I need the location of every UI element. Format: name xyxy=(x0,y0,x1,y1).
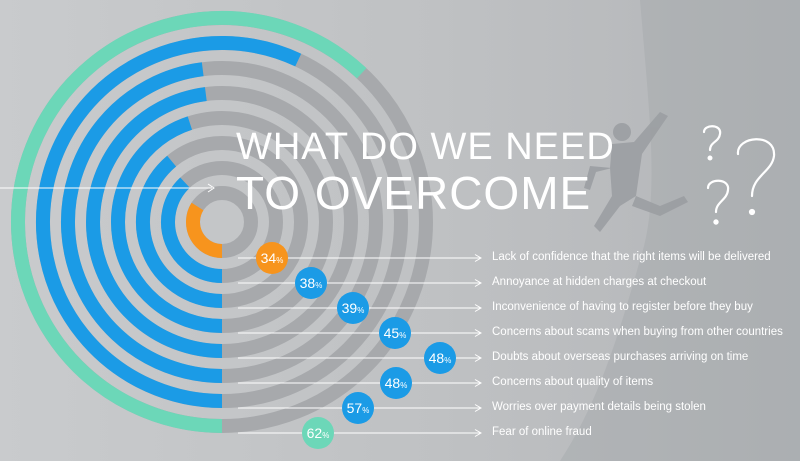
climber-decoration xyxy=(560,0,800,461)
value-label: 62% xyxy=(307,425,330,441)
value-arc xyxy=(86,87,223,358)
value-bubble xyxy=(295,267,327,299)
value-label: 57% xyxy=(347,400,370,416)
page-title: WHAT DO WE NEED TO OVERCOME xyxy=(236,128,615,216)
value-label: 45% xyxy=(384,325,407,341)
value-label: 38% xyxy=(300,275,323,291)
value-arc xyxy=(136,155,223,308)
question-marks-icon xyxy=(702,125,776,225)
leader-arrowhead xyxy=(474,279,482,287)
value-bubble xyxy=(337,292,369,324)
value-arc xyxy=(36,36,302,408)
value-unit: % xyxy=(322,431,329,440)
value-label: 48% xyxy=(429,350,452,366)
category-label: Concerns about scams when buying from ot… xyxy=(492,326,783,338)
cliff-silhouette xyxy=(560,0,800,461)
category-label: Annoyance at hidden charges at checkout xyxy=(492,276,707,288)
leader-arrowhead xyxy=(474,379,482,387)
value-bubble xyxy=(379,317,411,349)
value-bubble xyxy=(424,342,456,374)
climber-silhouette xyxy=(584,112,688,232)
category-label: Worries over payment details being stole… xyxy=(492,401,706,413)
leader-arrowhead xyxy=(474,404,482,412)
value-bubble xyxy=(256,242,288,274)
value-label: 48% xyxy=(385,375,408,391)
value-label: 34% xyxy=(261,250,284,266)
title-line-2: TO OVERCOME xyxy=(236,167,592,219)
leader-arrowhead xyxy=(474,304,482,312)
leader-arrowhead xyxy=(474,329,482,337)
value-arc xyxy=(111,116,223,333)
value-arc xyxy=(161,177,223,283)
value-arc xyxy=(11,11,367,433)
value-unit: % xyxy=(362,406,369,415)
value-label: 39% xyxy=(342,300,365,316)
value-bubble xyxy=(302,417,334,449)
category-label: Fear of online fraud xyxy=(492,426,592,438)
value-unit: % xyxy=(357,306,364,315)
value-bubble xyxy=(380,367,412,399)
value-unit: % xyxy=(400,381,407,390)
category-label: Inconvenience of having to register befo… xyxy=(492,301,753,313)
value-bubble xyxy=(342,392,374,424)
value-unit: % xyxy=(315,281,322,290)
value-unit: % xyxy=(276,256,283,265)
title-pointer-arrowhead xyxy=(207,183,215,193)
leader-arrowhead xyxy=(474,254,482,262)
leader-arrowhead xyxy=(474,354,482,362)
category-label: Lack of confidence that the right items … xyxy=(492,251,771,263)
leader-arrowhead xyxy=(474,429,482,437)
value-arc xyxy=(61,62,223,383)
category-label: Concerns about quality of items xyxy=(492,376,654,388)
value-unit: % xyxy=(399,331,406,340)
value-unit: % xyxy=(444,356,451,365)
title-line-1: WHAT DO WE NEED xyxy=(236,126,615,168)
category-label: Doubts about overseas purchases arriving… xyxy=(492,351,749,363)
value-arc xyxy=(186,202,223,258)
